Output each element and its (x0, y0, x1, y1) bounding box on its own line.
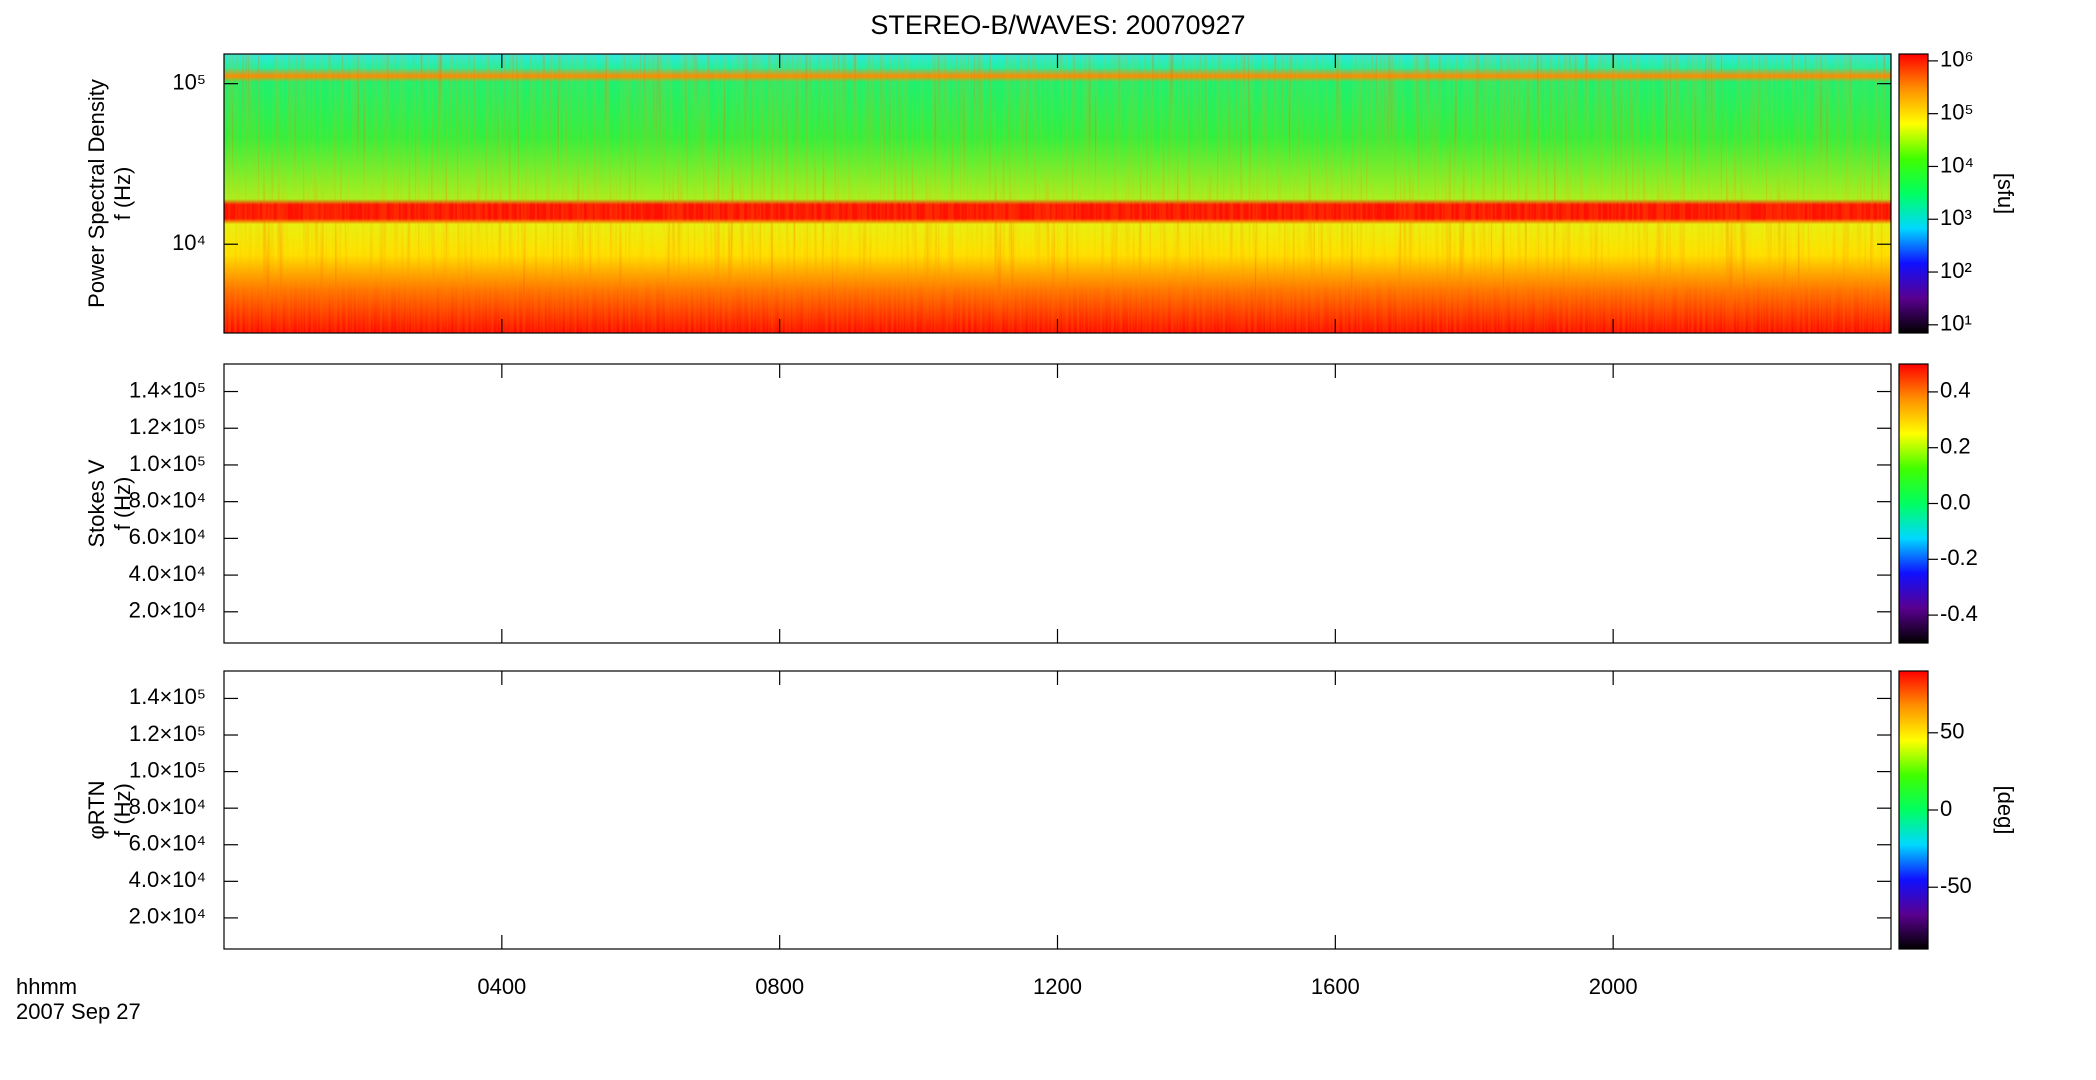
y-tick-label: 10⁴ (172, 230, 206, 255)
y-axis-label: f (Hz) (110, 167, 135, 221)
y-tick-label: 2.0×10⁴ (129, 904, 206, 929)
colorbar-tick-label: 0.4 (1940, 378, 1971, 403)
y-tick-label: 1.0×10⁵ (129, 451, 206, 476)
y-axis-label: f (Hz) (110, 477, 135, 531)
x-axis-label: 2007 Sep 27 (16, 999, 141, 1024)
y-tick-label: 6.0×10⁴ (129, 524, 206, 549)
colorbar-tick-label: 10³ (1940, 205, 1972, 230)
spectrogram-texture (224, 54, 1891, 333)
x-tick-label: 2000 (1589, 974, 1638, 999)
colorbar-tick-label: 10⁴ (1940, 152, 1974, 177)
y-axis-label: Stokes V (84, 459, 109, 547)
y-tick-label: 1.4×10⁵ (129, 684, 206, 709)
y-axis-label: Power Spectral Density (84, 79, 109, 308)
colorbar-label: [sfu] (1993, 173, 2018, 215)
y-tick-label: 1.0×10⁵ (129, 757, 206, 782)
plot-frame (223, 363, 1892, 644)
colorbar (1898, 670, 1929, 950)
colorbar-label: [deg] (1993, 786, 2018, 835)
colorbar (1898, 363, 1929, 644)
y-tick-label: 4.0×10⁴ (129, 867, 206, 892)
y-tick-label: 2.0×10⁴ (129, 598, 206, 623)
colorbar-tick-label: 0.0 (1940, 489, 1971, 514)
y-axis-label: f (Hz) (110, 783, 135, 837)
y-tick-label: 10⁵ (172, 69, 206, 94)
y-tick-label: 8.0×10⁴ (129, 487, 206, 512)
colorbar-tick-label: -0.4 (1940, 601, 1978, 626)
plot-frame (223, 670, 1892, 950)
x-tick-label: 0800 (755, 974, 804, 999)
x-tick-label: 0400 (477, 974, 526, 999)
colorbar-tick-label: 0.2 (1940, 434, 1971, 459)
colorbar-tick-label: 50 (1940, 719, 1964, 744)
y-axis-label: φRTN (84, 780, 109, 839)
y-tick-label: 1.2×10⁵ (129, 721, 206, 746)
x-tick-label: 1600 (1311, 974, 1360, 999)
y-tick-label: 1.4×10⁵ (129, 377, 206, 402)
y-tick-label: 1.2×10⁵ (129, 414, 206, 439)
colorbar-tick-label: 10⁶ (1940, 47, 1974, 72)
x-tick-label: 1200 (1033, 974, 1082, 999)
colorbar (1898, 53, 1929, 334)
colorbar-tick-label: 0 (1940, 796, 1952, 821)
y-tick-label: 4.0×10⁴ (129, 561, 206, 586)
colorbar-tick-label: 10⁵ (1940, 99, 1974, 124)
chart-title: STEREO-B/WAVES: 20070927 (870, 10, 1245, 40)
y-tick-label: 6.0×10⁴ (129, 831, 206, 856)
colorbar-tick-label: -0.2 (1940, 545, 1978, 570)
colorbar-tick-label: 10² (1940, 258, 1972, 283)
x-axis-label: hhmm (16, 974, 77, 999)
y-tick-label: 8.0×10⁴ (129, 794, 206, 819)
colorbar-tick-label: -50 (1940, 873, 1972, 898)
colorbar-tick-label: 10¹ (1940, 311, 1972, 336)
